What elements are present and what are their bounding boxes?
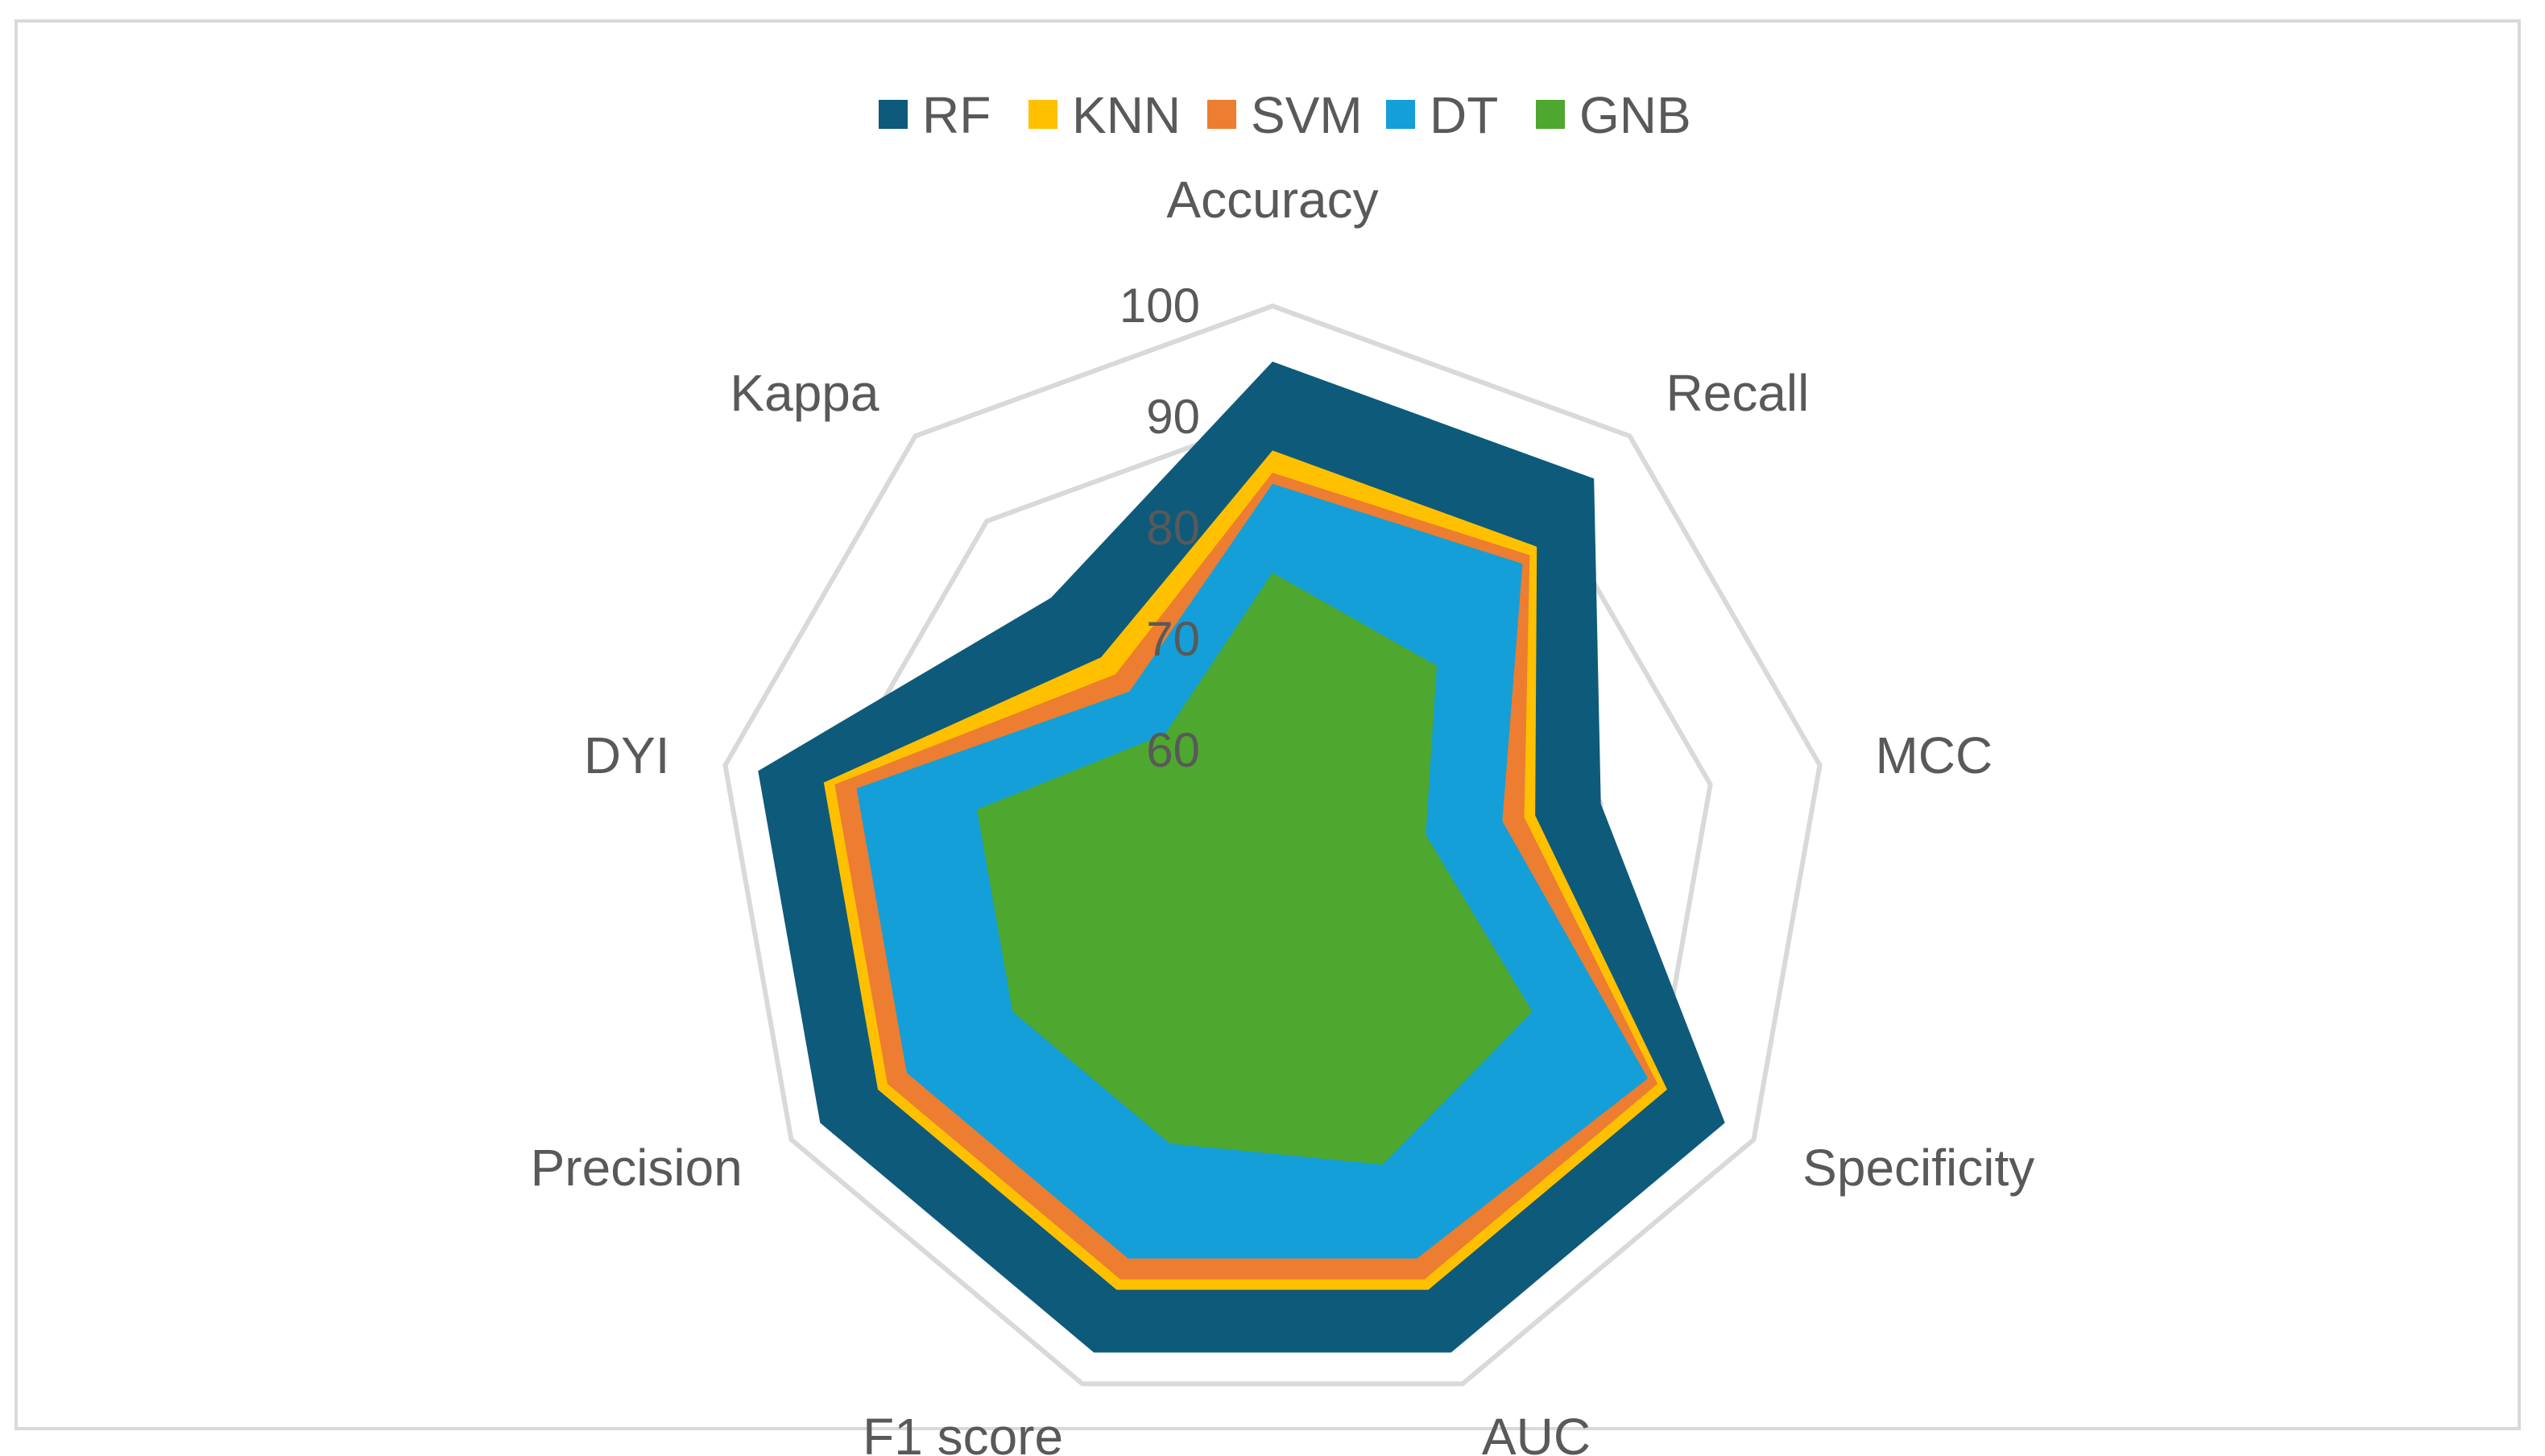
- axis-label-specificity: Specificity: [1802, 1139, 2034, 1197]
- chart-legend: RF KNN SVM DT GNB: [879, 86, 1691, 144]
- legend-swatch: [1386, 100, 1415, 129]
- radar-tick-labels: 60 70 80 90 100: [1119, 279, 1200, 777]
- axis-label-f1-score: F1 score: [863, 1408, 1063, 1456]
- tick-label: 70: [1146, 612, 1200, 666]
- tick-label: 90: [1146, 390, 1200, 444]
- axis-label-dyi: DYI: [584, 726, 670, 784]
- tick-label: 60: [1146, 723, 1200, 777]
- axis-label-auc: AUC: [1482, 1408, 1591, 1456]
- radar-series: [758, 362, 1725, 1353]
- legend-item-dt: DT: [1386, 86, 1498, 144]
- legend-swatch: [1028, 100, 1057, 129]
- grid-ring-4: [722, 303, 1823, 1387]
- legend-swatch: [1207, 100, 1236, 129]
- tick-label: 80: [1146, 501, 1200, 555]
- legend-item-rf: RF: [879, 86, 991, 144]
- legend-label: GNB: [1579, 86, 1691, 144]
- axis-label-mcc: MCC: [1875, 726, 1993, 784]
- legend-label: SVM: [1251, 86, 1363, 144]
- legend-swatch: [1536, 100, 1565, 129]
- legend-item-knn: KNN: [1028, 86, 1181, 144]
- series-area-gnb: [977, 573, 1533, 1165]
- axis-label-kappa: Kappa: [730, 364, 879, 422]
- legend-item-svm: SVM: [1207, 86, 1363, 144]
- legend-label: DT: [1430, 86, 1498, 144]
- tick-label: 100: [1119, 279, 1200, 333]
- axis-label-recall: Recall: [1666, 364, 1810, 422]
- radar-axis-labels: Accuracy Recall MCC Specificity AUC F1 score P…: [531, 171, 2035, 1456]
- axis-label-precision: Precision: [531, 1139, 743, 1197]
- legend-label: RF: [922, 86, 991, 144]
- legend-label: KNN: [1072, 86, 1181, 144]
- legend-item-gnb: GNB: [1536, 86, 1691, 144]
- legend-swatch: [879, 100, 908, 129]
- axis-label-accuracy: Accuracy: [1166, 171, 1378, 229]
